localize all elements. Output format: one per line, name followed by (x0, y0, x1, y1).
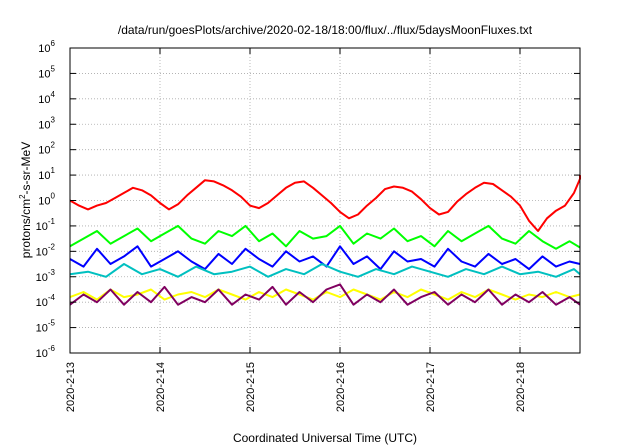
y-tick-label-exp: 3 (51, 115, 56, 124)
x-tick-label: 2020-2-18 (515, 362, 527, 412)
y-tick-label-base: 10 (36, 221, 48, 233)
y-tick-label-exp: 4 (51, 90, 56, 99)
y-tick-label-base: 10 (38, 196, 50, 208)
x-tick-label: 2020-2-13 (65, 362, 77, 412)
series-line-2 (69, 224, 581, 250)
y-tick-label-exp: -5 (48, 319, 56, 328)
y-tick-label-exp: -2 (48, 242, 56, 251)
y-axis-label: protons/cm2-s-sr-MeV (18, 142, 33, 258)
y-axis-label-prefix: protons/cm (19, 199, 33, 258)
y-tick-label-base: 10 (36, 297, 48, 309)
chart-title: /data/run/goesPlots/archive/2020-02-18/1… (118, 23, 533, 37)
y-tick-label: 10-2 (36, 242, 56, 258)
y-tick-label-base: 10 (36, 323, 48, 335)
y-tick-label: 102 (38, 141, 55, 157)
y-tick-label-exp: 5 (51, 64, 56, 73)
y-tick-label-base: 10 (38, 43, 50, 55)
y-tick-label-exp: 0 (51, 192, 56, 201)
y-tick-label-exp: 6 (51, 39, 56, 48)
x-tick-label: 2020-2-16 (335, 362, 347, 412)
y-tick-label-base: 10 (36, 246, 48, 258)
y-tick-label-exp: 2 (51, 141, 56, 150)
y-tick-label: 100 (38, 192, 55, 208)
y-tick-label: 10-5 (36, 319, 56, 335)
y-tick-label-exp: -4 (48, 293, 56, 302)
series-layer (69, 175, 581, 306)
y-tick-label-exp: -6 (48, 344, 56, 353)
x-axis-label: Coordinated Universal Time (UTC) (233, 431, 417, 445)
series-line-4 (69, 263, 581, 278)
y-tick-label-base: 10 (36, 348, 48, 360)
series-line-6 (69, 283, 581, 306)
y-axis-label-suffix: -s-sr-MeV (19, 142, 33, 195)
y-tick-label-base: 10 (38, 119, 50, 131)
y-tick-label: 10-4 (36, 293, 56, 309)
y-tick-label: 10-3 (36, 268, 56, 284)
y-tick-label-base: 10 (36, 272, 48, 284)
y-tick-label: 101 (38, 166, 55, 182)
grid-lines (70, 48, 580, 353)
y-tick-label: 105 (38, 64, 55, 80)
y-tick-label: 106 (38, 39, 55, 55)
series-line-5 (69, 288, 581, 301)
y-tick-label-exp: -3 (48, 268, 56, 277)
y-tick-label: 10-6 (36, 344, 56, 360)
y-tick-label-base: 10 (38, 68, 50, 80)
y-tick-label-exp: -1 (48, 217, 56, 226)
x-axis-ticks: 2020-2-13 2020-2-14 2020-2-15 2020-2-16 2020… (65, 48, 527, 412)
x-tick-label: 2020-2-14 (155, 362, 167, 412)
y-tick-label: 104 (38, 90, 55, 106)
x-tick-label: 2020-2-17 (425, 362, 437, 412)
y-axis-ticks: 10-610-510-410-310-210-11001011021031041… (36, 39, 580, 360)
y-tick-label-exp: 1 (51, 166, 56, 175)
y-tick-label-base: 10 (38, 170, 50, 182)
y-tick-label: 10-1 (36, 217, 56, 233)
y-tick-label-base: 10 (38, 145, 50, 157)
series-line-1 (69, 175, 581, 232)
y-tick-label-base: 10 (38, 94, 50, 106)
y-tick-label: 103 (38, 115, 55, 131)
x-tick-label: 2020-2-15 (245, 362, 257, 412)
y-axis-label-sup: 2 (18, 194, 27, 199)
